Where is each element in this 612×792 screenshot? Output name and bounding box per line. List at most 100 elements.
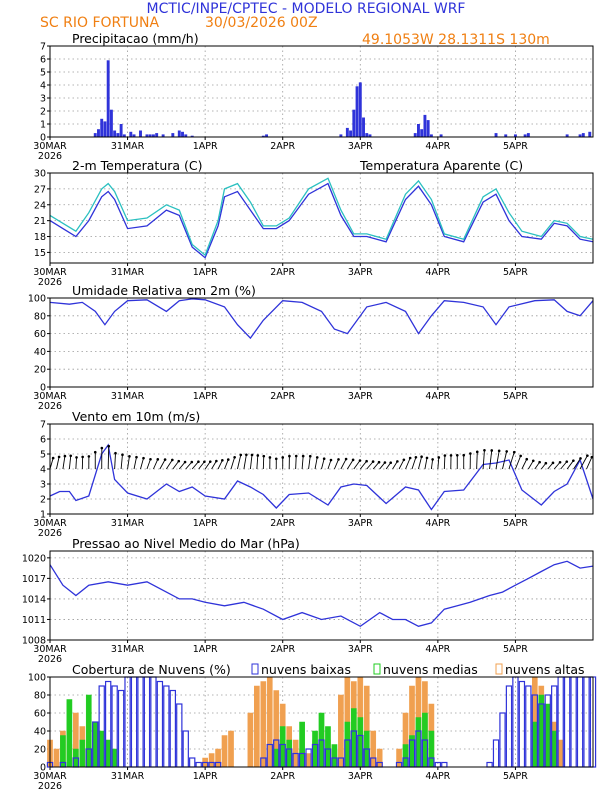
wind-ytick-label: 6 [40,435,46,446]
cloud-bar-nuvens-medias [85,694,92,768]
temperature-xtick-label: 4APR [425,267,450,278]
humidity-ytick-label: 0 [40,383,46,394]
temperature-ytick-label: 15 [34,248,46,259]
cloud-bar-nuvens-baixas [441,761,448,768]
wind-arrow-head [250,453,254,457]
wind-arrow-head [322,457,326,460]
cloud-bar-nuvens-baixas [130,676,138,768]
wind-arrow-head [469,452,472,455]
precip-bar [139,130,142,137]
cloud-bar-nuvens-altas [338,694,344,768]
humidity-title: Umidade Relativa em 2m (%) [72,283,256,298]
cloud-bar-nuvens-baixas [163,685,170,768]
cloud-bar-nuvens-altas [208,753,215,768]
precip-bar [132,134,136,137]
wind-arrow-head [301,454,305,458]
humidity-ytick-label: 20 [34,365,46,376]
wind-ytick-label: 5 [40,450,46,461]
clouds-ytick-label: 60 [34,709,46,720]
pressure-xtick-label: 31MAR [111,644,145,655]
wind-arrow [140,458,144,470]
wind-arrow [359,460,367,470]
cloud-bar-nuvens-baixas [518,680,526,768]
precip-bar [106,60,110,137]
clouds-ytick-label: 0 [40,763,46,774]
wind-arrow [424,457,428,470]
precip-bar [184,134,188,137]
cloud-legend-swatch [373,663,381,675]
wind-arrow [418,456,423,470]
wind-arrow-head [558,460,562,464]
precip-bar [368,134,372,137]
clouds-ytick-label: 80 [34,691,46,702]
wind-arrow-head [171,458,174,462]
wind-arrow-head [114,451,117,455]
cloud-bar-nuvens-medias [402,744,409,768]
pressure-xtick-label: 2APR [270,644,295,655]
cloud-bar-nuvens-medias [538,694,545,768]
wind-arrow [573,458,581,470]
wind-arrow [547,462,554,470]
cloud-legend-label: nuvens baixas [261,662,351,677]
wind-arrow [327,459,332,470]
cloud-bar-nuvens-baixas [176,703,183,768]
wind-arrow [146,459,151,470]
clouds-ytick-label: 40 [34,727,46,738]
precip-bar [426,120,430,137]
wind-arrow-head [437,456,441,459]
cloud-bar-nuvens-medias [344,721,351,768]
temperature-xtick-label: 2APR [270,267,295,278]
wind-arrow-head [402,458,406,462]
wind-arrow-head [274,457,278,461]
humidity-ytick-label: 60 [34,329,46,340]
temperature-legend-apparent: Temperatura Aparente (C) [359,158,523,173]
wind-arrow-head [525,457,529,461]
precip-bar [265,134,269,137]
precip-ytick-label: 2 [40,107,46,118]
temperature-xtick-label: 3APR [348,267,373,278]
precip-ytick-label: 5 [40,68,46,79]
wind-arrow-head [396,460,399,463]
cloud-bar-nuvens-baixas [525,685,532,768]
pressure-xtick-label: 5APR [503,644,528,655]
precip-bar [119,124,123,137]
wind-arrow-head [100,446,104,450]
cloud-bar-nuvens-altas [376,748,383,768]
cloud-bar-nuvens-baixas [499,712,506,768]
humidity-frame [49,297,594,388]
wind-ytick-label: 2 [40,495,46,506]
wind-arrow-head [197,460,200,463]
cloud-bar-nuvens-baixas [137,676,144,768]
wind-arrow-head [135,455,138,459]
wind-arrow [204,461,211,470]
clouds-title: Cobertura de Nuvens (%) [72,662,231,677]
precip-xtick-label: 2APR [270,141,295,152]
wind-arrow-head [531,459,535,463]
wind-arrow [49,457,54,470]
wind-arrow-head [221,459,224,462]
wind-arrow-head [233,455,236,459]
temperature-series-line-1 [49,177,594,257]
cloud-bar-nuvens-medias [66,699,73,768]
cloud-bar-nuvens-baixas [486,761,493,768]
clouds-xtick-label: 2APR [270,771,295,782]
cloud-bar-nuvens-medias [312,730,318,768]
wind-arrow [249,454,253,470]
precip-bar [113,130,117,137]
wind-xtick-label: 1APR [193,518,218,529]
wind-arrow [534,461,540,470]
precip-bar [145,134,149,137]
precip-ytick-label: 3 [40,94,46,105]
precip-ytick-label: 4 [40,81,46,92]
temperature-title: 2-m Temperatura (C) [72,158,203,173]
clouds-xtick-label: 4APR [425,771,450,782]
temperature-ytick-label: 27 [34,184,46,195]
wind-arrow-head [358,459,362,462]
precip-bar [513,134,517,137]
humidity-xtick-label: 1APR [193,391,218,402]
precip-bar [365,133,369,137]
precip-ytick-label: 7 [40,42,46,53]
wind-arrow [237,454,242,470]
